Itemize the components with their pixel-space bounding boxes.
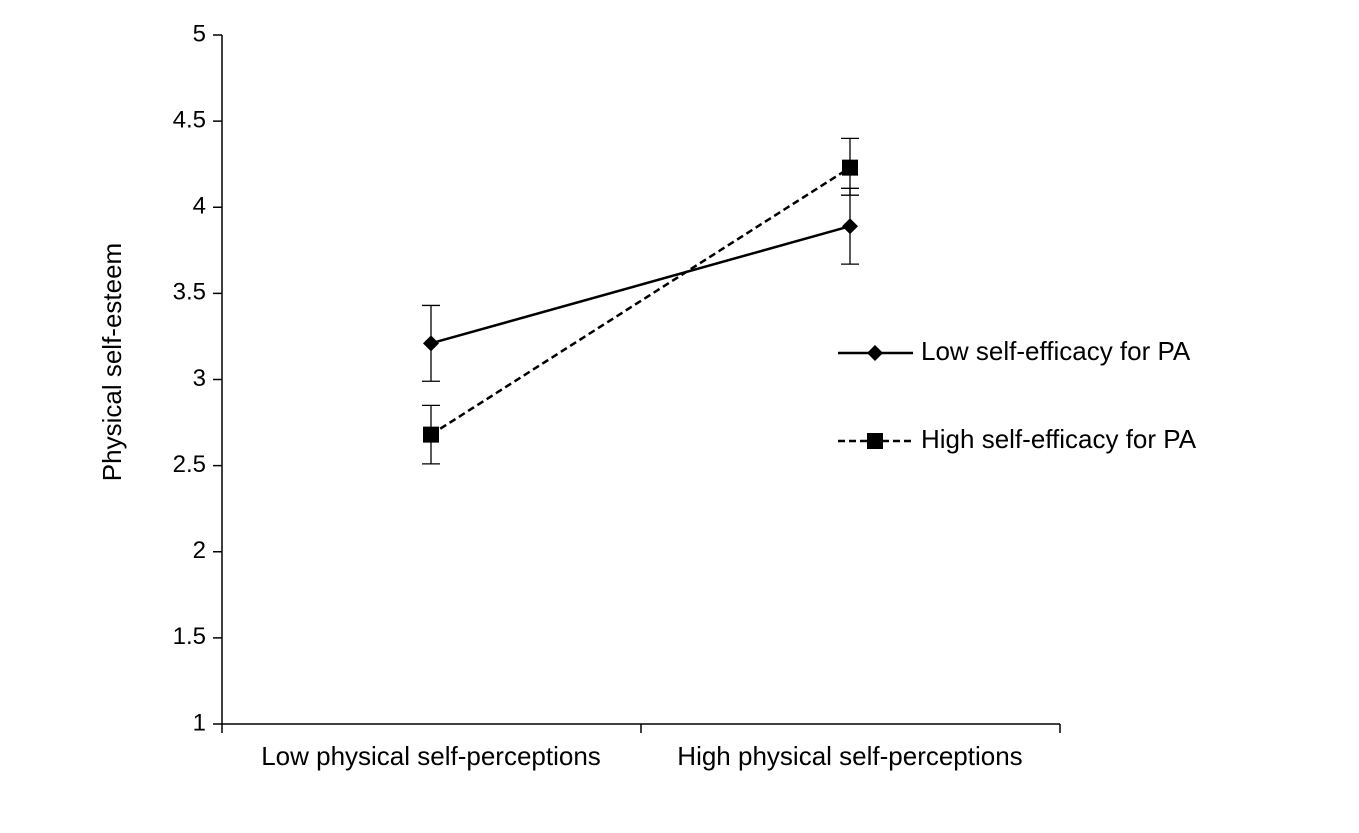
legend-marker bbox=[867, 345, 883, 361]
data-point bbox=[423, 426, 439, 443]
y-tick-label: 2.5 bbox=[173, 451, 206, 478]
y-tick-label: 3.5 bbox=[173, 279, 206, 306]
data-point bbox=[423, 335, 439, 352]
y-tick-label: 4 bbox=[193, 193, 206, 220]
legend-marker bbox=[867, 433, 883, 449]
y-tick-label: 1.5 bbox=[173, 623, 206, 650]
x-category-label: Low physical self-perceptions bbox=[261, 741, 601, 771]
y-tick-label: 5 bbox=[193, 20, 206, 47]
y-tick-label: 3 bbox=[193, 365, 206, 392]
series-layer bbox=[422, 137, 859, 465]
series-group bbox=[422, 187, 859, 382]
data-point bbox=[842, 218, 858, 235]
series-line bbox=[430, 166, 851, 436]
legend-label: High self-efficacy for PA bbox=[921, 424, 1197, 454]
y-tick-label: 1 bbox=[193, 709, 206, 736]
x-ticks: Low physical self-perceptions High physic… bbox=[221, 724, 1061, 771]
x-category-label: High physical self-perceptions bbox=[677, 741, 1022, 771]
series-line bbox=[430, 224, 851, 345]
y-tick-label: 4.5 bbox=[173, 106, 206, 133]
legend-label: Low self-efficacy for PA bbox=[921, 336, 1191, 366]
y-ticks: 1 1.5 2 2.5 3 3.5 4 4.5 5 bbox=[173, 20, 222, 736]
series-group bbox=[422, 137, 859, 465]
y-tick-label: 2 bbox=[193, 537, 206, 564]
data-point bbox=[842, 159, 858, 176]
legend: Low self-efficacy for PA High self-effica… bbox=[838, 336, 1197, 454]
y-axis-title: Physical self-esteem bbox=[97, 243, 127, 481]
